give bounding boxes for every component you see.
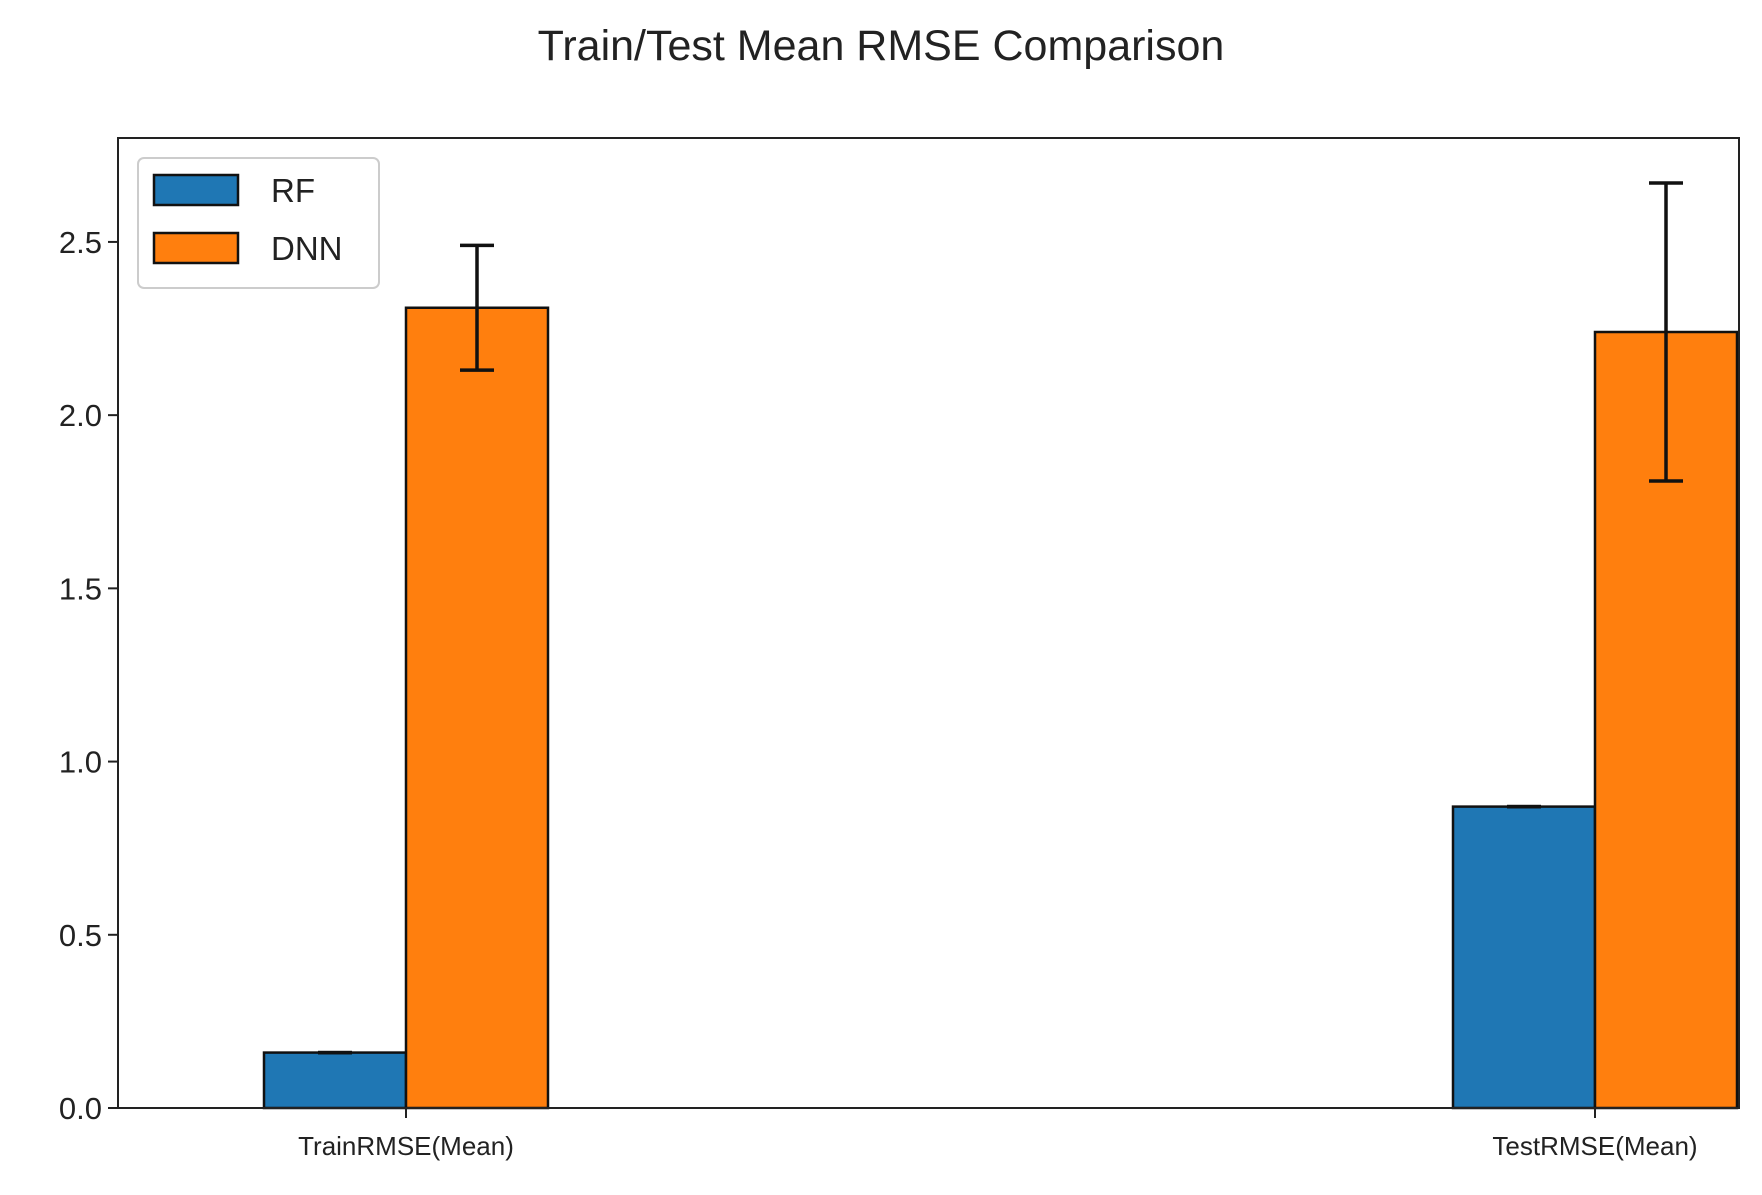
- y-tick-label: 2.0: [59, 398, 102, 433]
- y-tick-label: 2.5: [59, 225, 102, 260]
- legend: RF DNN: [137, 157, 380, 289]
- bar-rf-test: [1451, 805, 1597, 1110]
- y-tick-label: 0.0: [59, 1091, 102, 1126]
- bars-layer: [262, 306, 1739, 1110]
- error-bar-dnn-test: [1649, 181, 1683, 483]
- y-tick-label: 1.0: [59, 745, 102, 780]
- error-bar-dnn-train: [460, 243, 494, 372]
- y-axis: 0.0 0.5 1.0 1.5 2.0 2.5: [59, 225, 118, 1126]
- x-axis: TrainRMSE(Mean) TestRMSE(Mean): [298, 1108, 1698, 1161]
- legend-swatch-rf: [152, 173, 240, 207]
- legend-label-rf: RF: [271, 172, 315, 209]
- bar-rf-train: [262, 1051, 408, 1110]
- x-tick-label: TrainRMSE(Mean): [298, 1131, 514, 1161]
- bar-dnn-train: [404, 306, 550, 1110]
- y-tick-label: 1.5: [59, 571, 102, 606]
- plot-frame: [117, 137, 1740, 1109]
- chart-title: Train/Test Mean RMSE Comparison: [537, 22, 1225, 70]
- legend-label-dnn: DNN: [271, 230, 343, 267]
- y-tick-label: 0.5: [59, 918, 102, 953]
- legend-swatch-dnn: [152, 231, 240, 265]
- error-bars-layer: [318, 181, 1683, 1055]
- x-tick-label: TestRMSE(Mean): [1492, 1131, 1697, 1161]
